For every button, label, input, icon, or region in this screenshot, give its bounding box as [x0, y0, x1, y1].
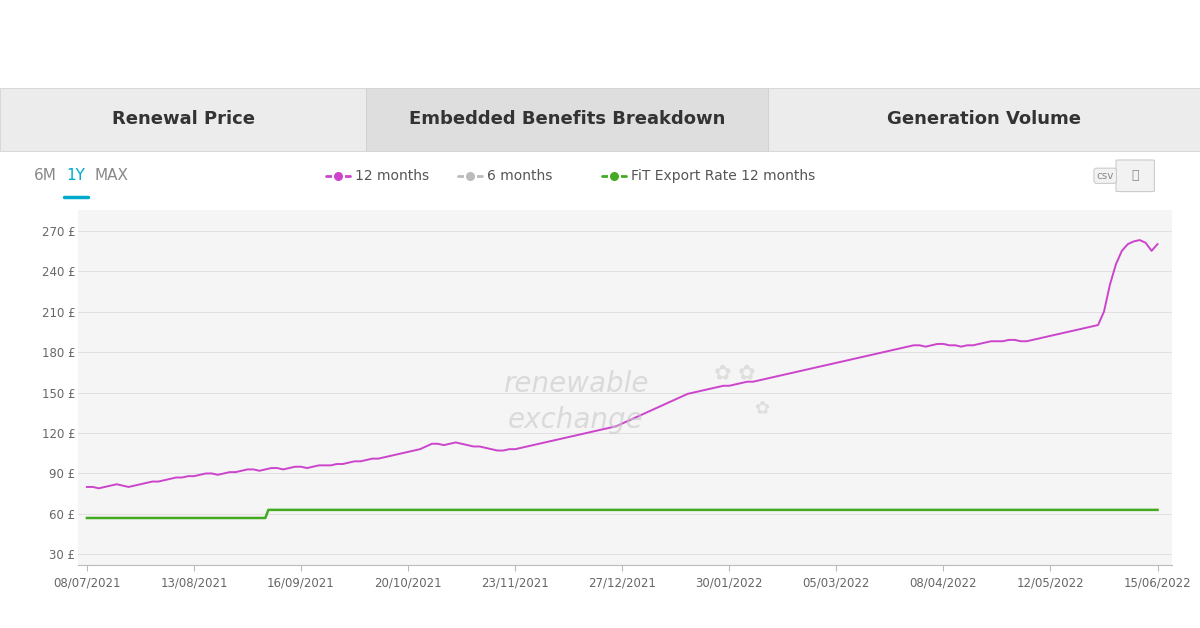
Text: csv: csv — [1097, 171, 1114, 181]
Text: FiT Export Rate 12 months: FiT Export Rate 12 months — [631, 169, 816, 183]
Text: Embedded Benefits Breakdown: Embedded Benefits Breakdown — [409, 111, 725, 128]
Text: 🖼: 🖼 — [1132, 170, 1139, 182]
Text: 12 months: 12 months — [355, 169, 430, 183]
Text: ✿: ✿ — [755, 400, 769, 418]
Text: renewable
exchange: renewable exchange — [503, 370, 649, 435]
Text: 1Y: 1Y — [66, 168, 85, 183]
Text: Generation Volume: Generation Volume — [887, 111, 1081, 128]
Bar — [768, 88, 1200, 151]
Text: Renewal Price: Renewal Price — [112, 111, 254, 128]
Text: 6M: 6M — [34, 168, 58, 183]
Bar — [366, 88, 768, 151]
Text: 6 months: 6 months — [487, 169, 552, 183]
FancyBboxPatch shape — [1116, 160, 1154, 192]
Text: ✿ ✿: ✿ ✿ — [714, 364, 756, 384]
Bar — [0, 88, 366, 151]
Text: MAX: MAX — [95, 168, 128, 183]
